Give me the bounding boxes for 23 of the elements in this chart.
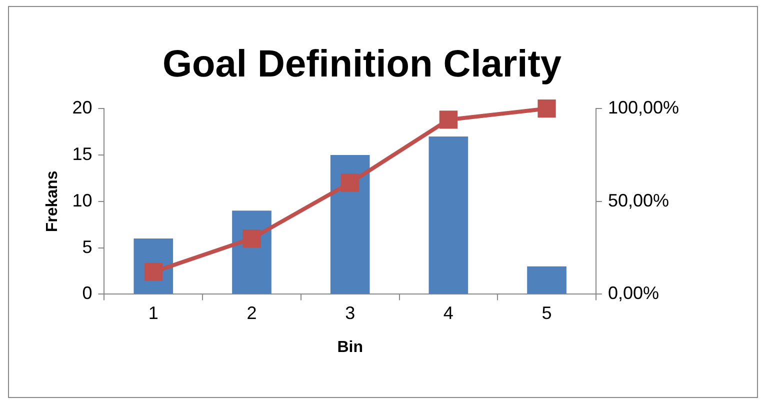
y-axis-title: Frekans bbox=[44, 170, 62, 232]
x-tick-label: 4 bbox=[443, 302, 454, 323]
x-tick-label: 3 bbox=[345, 302, 356, 323]
bar bbox=[330, 155, 370, 294]
point bbox=[538, 100, 556, 118]
y-tick-label: 0 bbox=[82, 283, 92, 304]
y-tick-label: 15 bbox=[72, 144, 92, 164]
x-tick-label: 2 bbox=[246, 302, 257, 323]
x-axis-title: Bin bbox=[337, 338, 363, 356]
point bbox=[242, 229, 261, 248]
point bbox=[341, 174, 360, 192]
x-tick-label: 5 bbox=[542, 302, 552, 323]
chart-title: Goal Definition Clarity bbox=[162, 43, 562, 86]
y2-tick-label: 50,00% bbox=[608, 190, 670, 210]
y-tick-label: 5 bbox=[82, 236, 92, 257]
x-tick-label: 1 bbox=[148, 302, 158, 323]
y-tick-label: 10 bbox=[72, 190, 92, 210]
y2-tick-label: 0,00% bbox=[608, 283, 659, 304]
bar bbox=[428, 136, 468, 294]
bar bbox=[527, 266, 566, 294]
point bbox=[439, 110, 458, 129]
y-tick-label: 20 bbox=[72, 98, 92, 118]
y2-tick-label: 100,00% bbox=[608, 98, 680, 118]
